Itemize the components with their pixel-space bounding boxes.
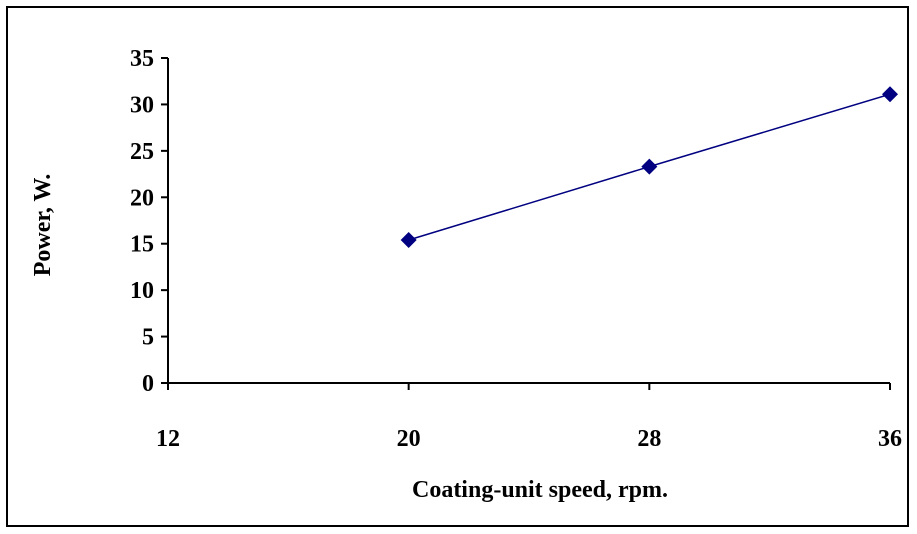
x-axis-ticks: 12 20 28 36 <box>156 383 902 452</box>
y-tick-label: 10 <box>130 278 154 304</box>
y-tick-label: 5 <box>142 325 154 351</box>
y-axis-ticks: 0 5 10 15 20 25 30 35 <box>130 46 168 397</box>
y-tick-label: 30 <box>130 92 154 118</box>
x-tick-label: 36 <box>878 426 902 452</box>
y-tick-label: 35 <box>130 46 154 72</box>
x-tick-label: 20 <box>397 426 421 452</box>
x-tick-label: 12 <box>156 426 180 452</box>
y-tick-label: 25 <box>130 139 154 165</box>
x-axis-title: Coating-unit speed, rpm. <box>412 477 668 503</box>
series-layer <box>400 86 898 248</box>
data-point-marker <box>882 86 898 103</box>
y-tick-label: 20 <box>130 185 154 211</box>
x-tick-label: 28 <box>637 426 661 452</box>
chart-frame <box>6 6 909 527</box>
data-point-marker <box>641 158 658 175</box>
y-axis-title: Power, W. <box>30 174 56 276</box>
data-point-marker <box>400 232 417 248</box>
y-tick-label: 15 <box>130 232 154 258</box>
y-tick-label: 0 <box>142 371 154 397</box>
axes <box>167 58 890 384</box>
